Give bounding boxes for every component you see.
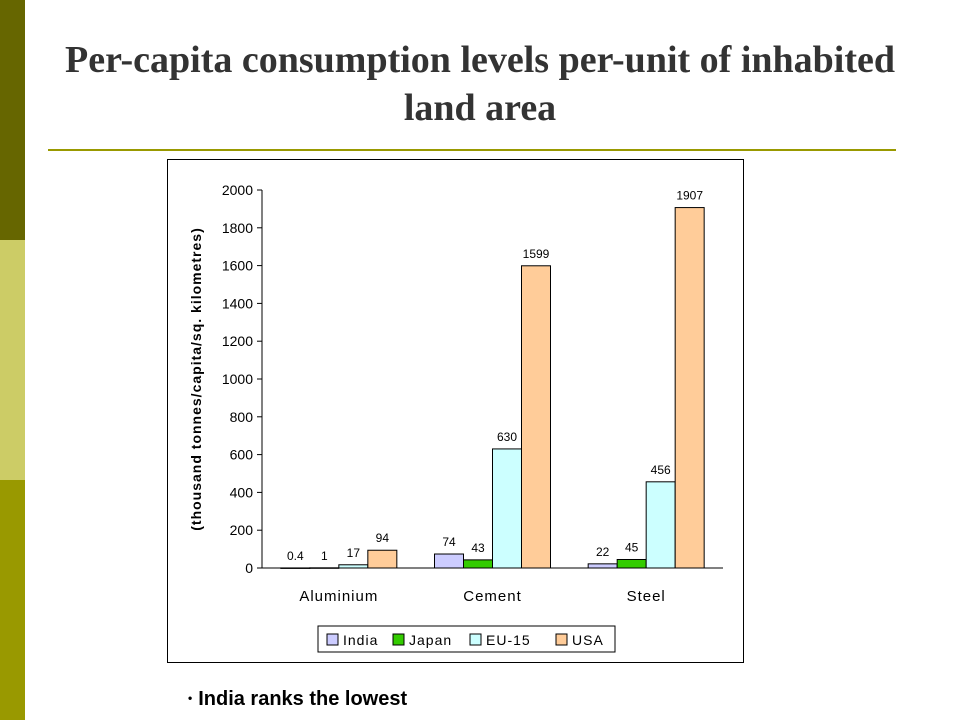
bar-usa-aluminium [367, 549, 398, 569]
bar-japan-steel [616, 558, 647, 569]
data-label: 74 [442, 535, 456, 549]
x-tick-label: Steel [627, 588, 666, 605]
y-tick-label: 800 [230, 409, 254, 425]
data-label: 1 [321, 549, 328, 563]
legend-label-usa: USA [572, 632, 604, 648]
y-tick-label: 400 [230, 484, 254, 500]
bar-eu-15-aluminium [338, 564, 369, 569]
bar-chart: 0 200 400 600 800 1000 1200 1400 1600 1800 2000 (th… [188, 182, 723, 653]
bar-usa-steel [674, 207, 705, 569]
y-tick-label: 2000 [222, 182, 253, 198]
y-axis-title: (thousand tonnes/capita/sq. kilometres) [188, 227, 204, 531]
bar-india-aluminium [280, 567, 311, 569]
data-label: 22 [596, 545, 610, 559]
data-label: 630 [497, 430, 517, 444]
legend-label-india: India [343, 632, 378, 648]
bar-india-cement [434, 553, 464, 569]
data-label: 1907 [676, 189, 703, 203]
bullet-point: • India ranks the lowest [188, 688, 407, 711]
y-tick-label: 1600 [222, 258, 253, 274]
slide-title: Per-capita consumption levels per-unit o… [64, 39, 895, 129]
bar-usa-cement [521, 265, 551, 569]
y-tick-label: 600 [230, 447, 254, 463]
y-tick-label: 0 [245, 560, 253, 576]
legend-label-eu-15: EU-15 [486, 632, 531, 648]
data-label: 43 [471, 541, 485, 555]
bar-eu-15-steel [645, 481, 676, 569]
y-tick-label: 1000 [222, 371, 253, 387]
x-tick-label: Aluminium [299, 588, 378, 605]
data-label: 45 [625, 540, 639, 554]
bar-eu-15-cement [492, 448, 522, 569]
title-rule [48, 149, 896, 151]
bar-japan-aluminium [309, 567, 340, 569]
legend-swatch-eu-15 [469, 633, 482, 646]
legend-swatch-usa [555, 633, 568, 646]
data-label: 0.4 [287, 549, 304, 563]
bar-india-steel [587, 563, 618, 569]
data-label: 94 [376, 531, 390, 545]
y-tick-label: 200 [230, 522, 254, 538]
chart-frame: 0 200 400 600 800 1000 1200 1400 1600 1800 2000 (th… [167, 159, 744, 663]
data-label: 456 [651, 463, 671, 477]
legend-swatch-japan [392, 633, 405, 646]
y-tick-label: 1800 [222, 220, 253, 236]
bullet-dot: • [188, 691, 193, 705]
y-tick-label: 1200 [222, 333, 253, 349]
bar-japan-cement [463, 559, 493, 569]
sidebar-block-bottom [0, 480, 25, 720]
sidebar-block-middle [0, 240, 25, 480]
y-tick-label: 1400 [222, 295, 253, 311]
data-label: 1599 [523, 247, 550, 261]
x-tick-label: Cement [463, 588, 522, 605]
bullet-text: India ranks the lowest [198, 688, 408, 710]
legend-swatch-india [326, 633, 339, 646]
legend-label-japan: Japan [409, 632, 452, 648]
sidebar-block-top [0, 0, 25, 240]
data-label: 17 [347, 546, 361, 560]
